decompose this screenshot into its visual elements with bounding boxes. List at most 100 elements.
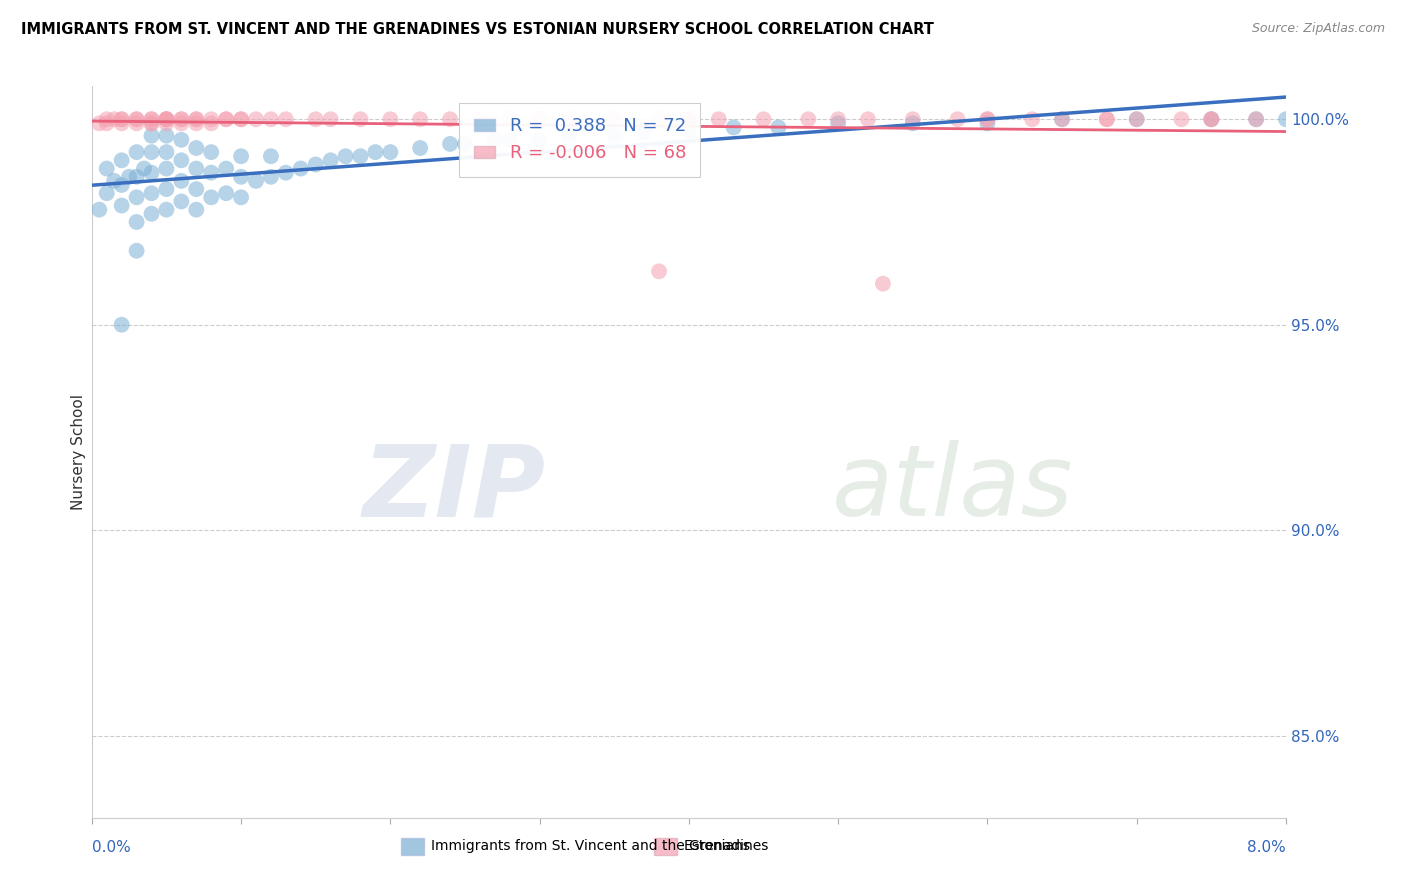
Point [96,161,118,176]
Point [170,174,193,188]
Point [170,194,193,209]
Point [319,153,342,168]
Point [155,112,177,127]
Point [103,112,125,127]
Point [111,112,134,127]
Point [141,186,163,201]
Point [200,112,222,127]
Point [96,112,118,127]
Point [229,112,252,127]
Point [111,318,134,332]
Point [155,128,177,143]
Point [319,112,342,127]
Point [901,112,924,127]
Point [170,112,193,127]
Point [603,112,626,127]
Point [439,136,461,151]
Text: 8.0%: 8.0% [1247,840,1286,855]
Point [1201,112,1223,127]
Point [856,112,879,127]
Point [1125,112,1147,127]
Point [827,116,849,130]
Point [305,157,328,171]
Point [678,124,700,138]
Legend: R =  0.388   N = 72, R = -0.006   N = 68: R = 0.388 N = 72, R = -0.006 N = 68 [460,103,700,177]
Point [274,112,297,127]
Point [186,182,208,196]
Point [499,133,522,147]
Point [155,145,177,160]
Point [648,112,671,127]
Point [260,112,283,127]
Text: Estonians: Estonians [683,839,751,854]
Point [125,145,148,160]
Point [89,202,111,217]
Point [186,116,208,130]
Point [290,161,312,176]
Text: atlas: atlas [832,441,1074,537]
Point [125,112,148,127]
Point [872,277,894,291]
Point [155,112,177,127]
Point [484,133,506,147]
Point [186,202,208,217]
Point [96,186,118,201]
Point [111,198,134,212]
Point [200,190,222,204]
Point [305,112,328,127]
Point [229,149,252,163]
Point [245,174,267,188]
Point [364,145,387,160]
Point [170,112,193,127]
Point [186,112,208,127]
Point [141,112,163,127]
Point [229,190,252,204]
Point [141,128,163,143]
Point [274,166,297,180]
Point [200,116,222,130]
Point [827,112,849,127]
Y-axis label: Nursery School: Nursery School [72,394,86,510]
Point [499,112,522,127]
Text: Immigrants from St. Vincent and the Grenadines: Immigrants from St. Vincent and the Gren… [430,839,768,854]
Point [229,169,252,184]
Point [349,149,371,163]
Point [103,174,125,188]
Point [678,112,700,127]
Point [170,133,193,147]
Point [215,112,238,127]
Point [976,116,998,130]
Point [946,112,969,127]
Point [633,124,655,138]
Point [1095,112,1118,127]
Point [1050,112,1073,127]
Point [89,116,111,130]
Point [380,112,402,127]
Point [96,116,118,130]
Point [186,112,208,127]
Point [707,112,730,127]
Point [409,141,432,155]
Point [125,116,148,130]
Point [558,112,581,127]
Point [155,116,177,130]
Point [260,169,283,184]
Point [1095,112,1118,127]
Point [1050,112,1073,127]
Point [155,182,177,196]
Point [141,116,163,130]
Point [723,120,745,135]
Point [335,149,357,163]
Point [976,112,998,127]
Point [1125,112,1147,127]
Point [1170,112,1192,127]
Point [215,186,238,201]
Point [229,112,252,127]
Point [409,112,432,127]
Point [186,161,208,176]
Point [141,145,163,160]
Point [245,112,267,127]
Point [439,112,461,127]
Point [132,161,155,176]
Text: ZIP: ZIP [363,441,546,537]
